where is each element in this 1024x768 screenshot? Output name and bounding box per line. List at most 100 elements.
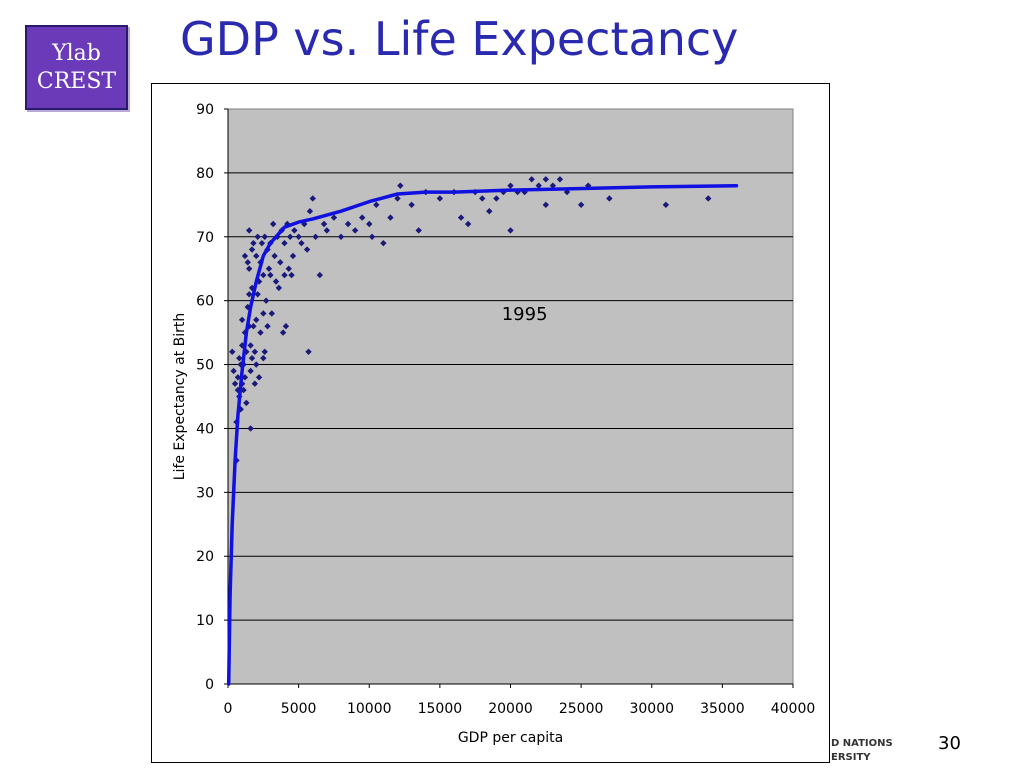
data-point <box>236 354 243 362</box>
data-point <box>295 233 302 240</box>
data-point <box>351 227 359 234</box>
y-tick-label: 60 <box>196 294 214 310</box>
y-tick-label: 90 <box>196 102 214 118</box>
page-number: 30 <box>938 733 961 754</box>
data-point <box>285 265 292 272</box>
data-point <box>387 214 394 221</box>
data-point <box>457 214 465 221</box>
data-point <box>394 195 401 202</box>
x-tick-label: 15000 <box>418 701 463 717</box>
data-point <box>286 233 294 240</box>
data-point <box>542 176 550 183</box>
data-point <box>323 227 331 234</box>
data-point <box>261 348 268 355</box>
data-point <box>556 176 564 183</box>
data-point <box>577 201 585 209</box>
x-tick-label: 25000 <box>559 701 604 717</box>
footer-org-line-2: ERSITY <box>831 752 871 763</box>
scatter-chart: 0 10 20 30 40 50 60 70 80 90 0 5000 10000 15000 20000 2… <box>172 102 816 746</box>
x-tick-label: 10000 <box>347 701 392 717</box>
data-point <box>330 214 338 221</box>
x-tick-label: 35000 <box>700 701 745 717</box>
data-point <box>282 323 290 330</box>
data-point <box>260 354 267 362</box>
y-tick-label: 20 <box>196 549 214 565</box>
y-tick-label: 30 <box>196 485 214 501</box>
data-point <box>358 214 366 221</box>
data-point <box>270 220 277 228</box>
y-axis-title: Life Expectancy at Birth <box>172 313 188 481</box>
data-point <box>303 246 311 253</box>
data-point <box>253 252 260 260</box>
data-point <box>535 182 542 189</box>
data-point <box>289 252 297 260</box>
data-point <box>584 182 592 189</box>
x-axis-title: GDP per capita <box>458 730 563 746</box>
data-point <box>234 374 242 381</box>
data-point <box>415 227 422 234</box>
data-point <box>464 220 472 228</box>
data-point <box>320 220 328 228</box>
slide-title: GDP vs. Life Expectancy <box>180 12 739 66</box>
x-tick-label: 0 <box>224 701 233 717</box>
data-point <box>493 195 500 202</box>
data-point <box>705 195 712 202</box>
data-point <box>380 239 387 247</box>
x-tick-label: 40000 <box>771 701 816 717</box>
data-point <box>549 182 557 189</box>
data-point <box>268 310 275 317</box>
y-tick-label: 0 <box>205 677 214 693</box>
data-point <box>243 399 250 407</box>
data-point <box>254 291 261 298</box>
data-point <box>298 239 305 247</box>
y-tick-label: 10 <box>196 613 214 629</box>
data-point <box>366 220 373 228</box>
data-point <box>272 278 280 285</box>
x-tick-label: 20000 <box>488 701 533 717</box>
united-nations-university-logo: D NATIONS ERSITY <box>831 737 893 765</box>
data-point <box>253 316 260 324</box>
data-point <box>291 227 298 234</box>
data-point <box>486 208 493 215</box>
data-point <box>247 342 254 349</box>
data-point <box>260 310 267 317</box>
data-point <box>248 246 256 253</box>
data-point <box>606 195 613 202</box>
data-point <box>312 233 319 240</box>
data-point <box>254 233 261 240</box>
y-tick-label: 70 <box>196 230 214 246</box>
data-point <box>248 354 256 362</box>
y-tick-label: 40 <box>196 421 214 437</box>
data-point <box>247 425 254 432</box>
data-point <box>528 176 535 183</box>
data-point <box>397 182 404 189</box>
data-point <box>230 367 237 375</box>
data-point <box>261 233 268 240</box>
data-point <box>257 329 264 336</box>
trend-line <box>226 183 739 686</box>
data-point <box>229 348 236 355</box>
data-point <box>479 195 486 202</box>
logo-line-1: Ylab <box>52 40 101 66</box>
logo-line-2: CREST <box>36 68 117 94</box>
data-point <box>337 233 345 240</box>
data-point <box>408 201 415 209</box>
data-point <box>264 323 271 330</box>
y-tick-label: 50 <box>196 358 214 374</box>
data-point <box>306 208 314 215</box>
data-point <box>373 201 380 209</box>
data-point <box>247 367 254 375</box>
data-point <box>250 323 257 330</box>
data-point <box>507 227 514 234</box>
data-point <box>271 252 278 260</box>
data-point <box>265 265 273 272</box>
data-point <box>250 239 257 247</box>
data-point <box>244 259 251 266</box>
data-point <box>251 380 259 387</box>
data-point <box>309 195 316 202</box>
data-point <box>255 374 263 381</box>
data-point <box>344 220 352 228</box>
plot-area <box>227 108 794 685</box>
data-point <box>251 348 259 355</box>
data-point <box>245 227 253 234</box>
